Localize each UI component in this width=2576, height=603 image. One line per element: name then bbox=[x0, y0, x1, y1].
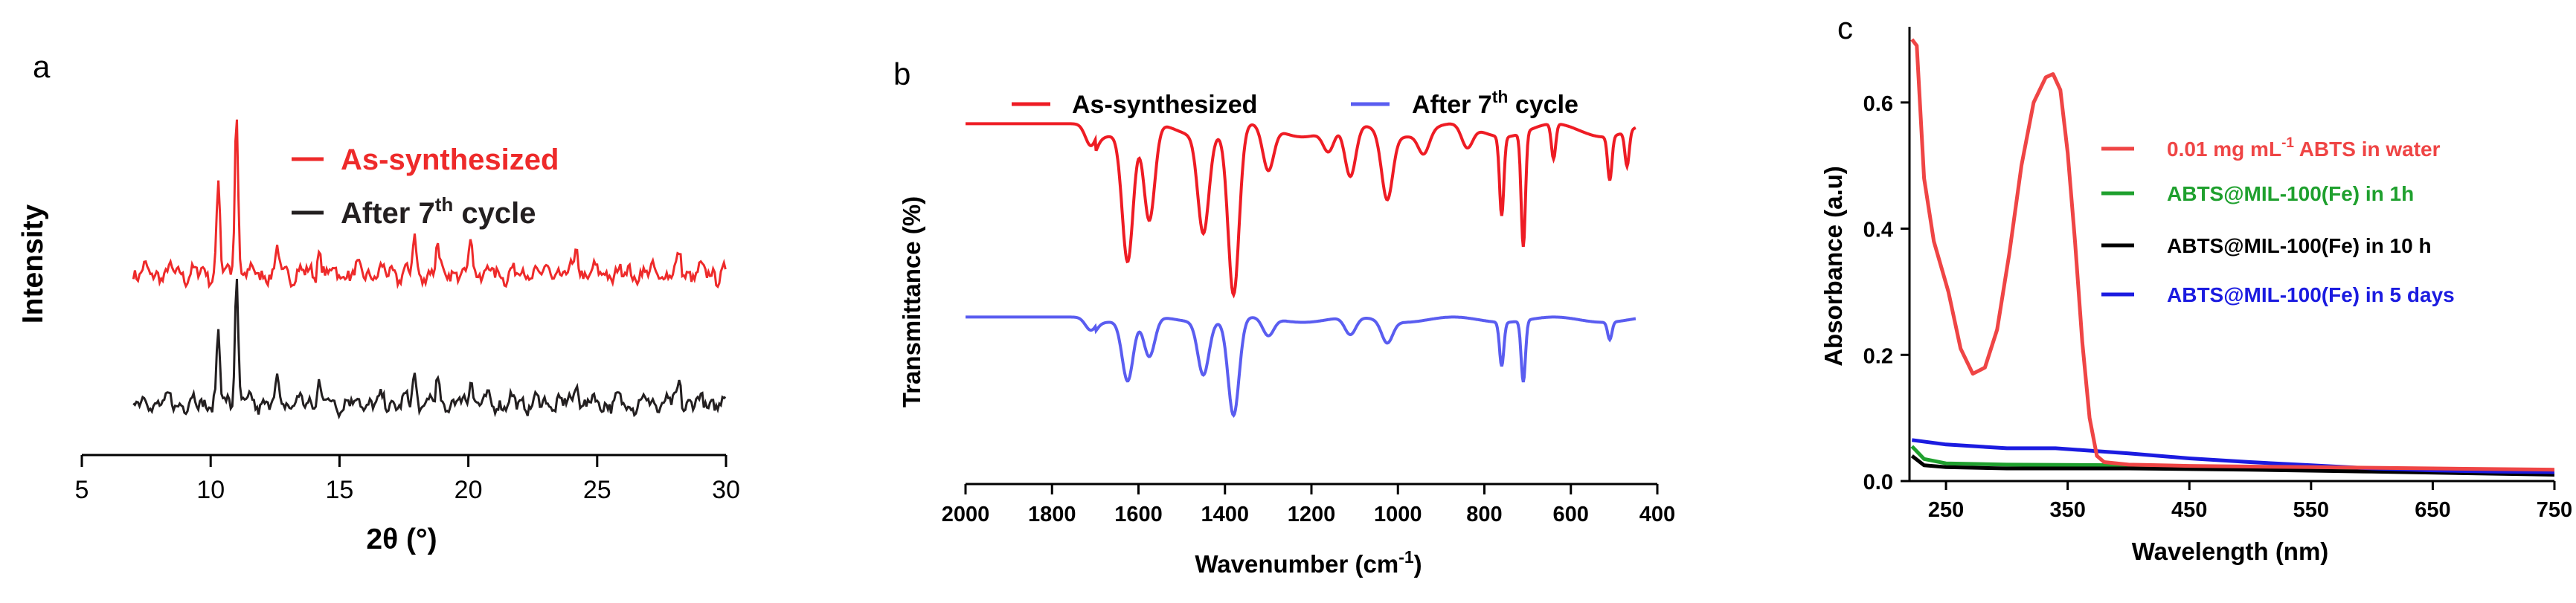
panel-b-x-label: Wavenumber (cm-1) bbox=[1195, 547, 1422, 578]
panel-b-x-tick-label: 1200 bbox=[1288, 503, 1336, 526]
panel-b: b 2000 1800 1600 1400 1200 1000 800 600 400 Wave… bbox=[893, 57, 1675, 578]
panel-c-series-abts-mil-100-fe-in-5-days bbox=[1911, 438, 2555, 474]
panel-c-y-tick-label: 0.4 bbox=[1863, 219, 1893, 242]
panel-b-x-tick-label: 800 bbox=[1466, 503, 1502, 526]
panel-b-series-after-7-cycle bbox=[966, 315, 1637, 418]
panel-a-x-tick-label: 10 bbox=[196, 476, 225, 504]
panel-c-axes bbox=[1908, 27, 2554, 483]
panel-c-x-tick-label: 650 bbox=[2415, 498, 2450, 522]
panel-b-x-tick-label: 1600 bbox=[1114, 503, 1163, 526]
panel-b-x-tick-label: 1000 bbox=[1374, 503, 1422, 526]
panel-c-x-tick-label: 550 bbox=[2293, 498, 2329, 522]
panel-c: c 250 350 450 550 650 750 0.0 0.2 0.4 0.6 Wavelen… bbox=[1819, 10, 2572, 565]
panel-b-x-tick-label: 1800 bbox=[1028, 503, 1076, 526]
legend-label-as-synthesized: As-synthesized bbox=[341, 144, 559, 176]
legend-label-as-synthesized-b: As-synthesized bbox=[1072, 91, 1257, 119]
panel-c-x-tick-label: 250 bbox=[1928, 498, 1964, 522]
panel-c-x-tick-label: 450 bbox=[2171, 498, 2207, 522]
panel-b-x-tick-label: 2000 bbox=[942, 503, 990, 526]
panel-c-x-tick-label: 750 bbox=[2537, 498, 2572, 522]
panel-a-series-after-7-cycle bbox=[132, 279, 727, 420]
panel-a-y-label: Intensity bbox=[17, 204, 49, 324]
panel-a: a 5 10 15 20 25 30 2θ (°) Intensity As-synthe… bbox=[17, 49, 740, 555]
panel-c-y-tick-label: 0.2 bbox=[1863, 344, 1893, 368]
panel-b-y-label: Transmittance (%) bbox=[898, 196, 925, 407]
panel-b-x-tick-label: 600 bbox=[1553, 503, 1589, 526]
panel-b-x-tick-label: 1400 bbox=[1201, 503, 1249, 526]
panel-b-legend: As-synthesized After 7th cycle bbox=[1012, 87, 1578, 119]
panel-a-x-tick-label: 20 bbox=[455, 476, 483, 504]
legend-label-10h: ABTS@MIL-100(Fe) in 10 h bbox=[2167, 234, 2432, 257]
panel-c-y-tick-label: 0.6 bbox=[1863, 92, 1893, 116]
legend-label-5-days: ABTS@MIL-100(Fe) in 5 days bbox=[2167, 283, 2455, 306]
panel-a-x-tick-label: 5 bbox=[75, 476, 89, 504]
legend-label-1h: ABTS@MIL-100(Fe) in 1h bbox=[2167, 182, 2414, 205]
panel-c-y-tick-label: 0.0 bbox=[1863, 471, 1893, 494]
panel-a-x-tick-label: 30 bbox=[712, 476, 740, 504]
panel-a-x-tick-label: 25 bbox=[583, 476, 611, 504]
panel-b-x-tick-label: 400 bbox=[1639, 503, 1675, 526]
panel-c-legend: 0.01 mg mL-1 ABTS in water ABTS@MIL-100(… bbox=[2101, 135, 2455, 306]
panel-c-letter: c bbox=[1837, 10, 1853, 45]
panel-a-x-tick-label: 15 bbox=[325, 476, 353, 504]
panel-b-series-as-synthesized bbox=[966, 122, 1637, 299]
legend-label-after-7th-cycle-b: After 7th cycle bbox=[1412, 87, 1578, 119]
panel-c-series-abts-mil-100-fe-in-10-h bbox=[1910, 454, 2555, 477]
panel-a-series-as-synthesized bbox=[132, 119, 727, 289]
panel-c-x-label: Wavelength (nm) bbox=[2132, 538, 2329, 565]
panel-a-letter: a bbox=[33, 49, 51, 84]
panel-c-x-tick-label: 350 bbox=[2049, 498, 2085, 522]
panel-c-series-0-01-mg-ml-abts-in-water bbox=[1910, 38, 2555, 472]
panel-c-y-label: Absorbance (a.u) bbox=[1819, 166, 1847, 367]
panel-b-letter: b bbox=[893, 57, 910, 91]
legend-label-after-7th-cycle: After 7th cycle bbox=[341, 193, 536, 230]
panel-a-legend: As-synthesized After 7th cycle bbox=[292, 144, 559, 230]
legend-label-abts-in-water: 0.01 mg mL-1 ABTS in water bbox=[2167, 135, 2441, 161]
panel-a-x-label: 2θ (°) bbox=[366, 523, 437, 555]
